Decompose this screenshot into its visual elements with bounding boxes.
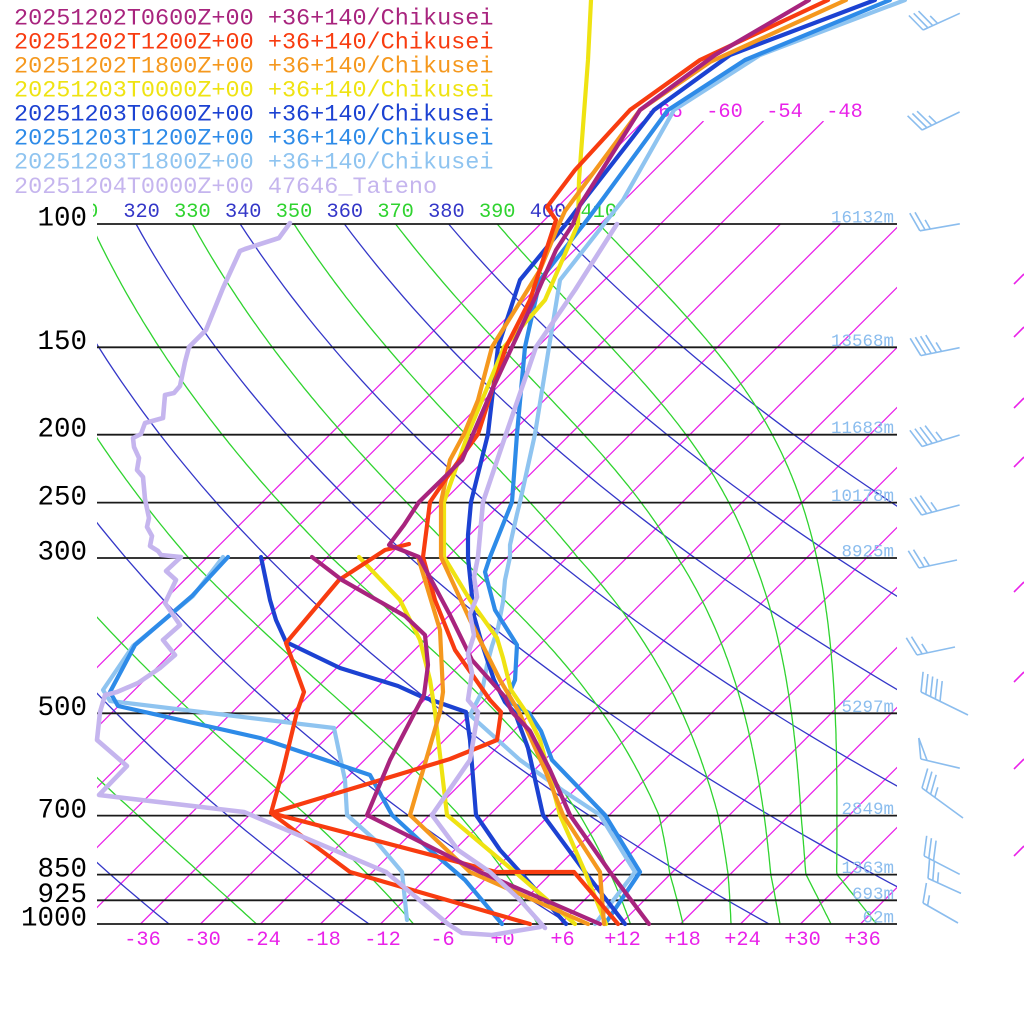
- svg-text:16132m: 16132m: [831, 209, 894, 229]
- svg-text:+18: +18: [664, 929, 701, 952]
- svg-text:300: 300: [37, 538, 87, 569]
- svg-text:370: 370: [377, 201, 414, 224]
- svg-text:+30: +30: [784, 929, 821, 952]
- svg-text:20251202T1200Z+00 +36+140/Chik: 20251202T1200Z+00 +36+140/Chikusei: [14, 30, 493, 57]
- svg-text:+36: +36: [844, 929, 881, 952]
- svg-text:-30: -30: [184, 929, 221, 952]
- svg-text:340: 340: [225, 201, 262, 224]
- svg-text:-24: -24: [244, 929, 281, 952]
- svg-text:20251203T0600Z+00 +36+140/Chik: 20251203T0600Z+00 +36+140/Chikusei: [14, 102, 493, 129]
- svg-text:320: 320: [123, 201, 160, 224]
- svg-text:380: 380: [428, 201, 465, 224]
- svg-text:+12: +12: [604, 929, 641, 952]
- svg-text:20251203T1200Z+00 +36+140/Chik: 20251203T1200Z+00 +36+140/Chikusei: [14, 126, 493, 153]
- svg-text:+6: +6: [550, 929, 574, 952]
- svg-text:62m: 62m: [862, 909, 894, 929]
- svg-text:11683m: 11683m: [831, 419, 894, 439]
- svg-text:-12: -12: [364, 929, 401, 952]
- svg-text:-18: -18: [304, 929, 341, 952]
- svg-text:+24: +24: [724, 929, 761, 952]
- svg-text:20251203T1800Z+00 +36+140/Chik: 20251203T1800Z+00 +36+140/Chikusei: [14, 150, 493, 177]
- svg-text:20251204T0000Z+00 47646_Tateno: 20251204T0000Z+00 47646_Tateno: [14, 174, 437, 201]
- svg-text:20251202T0600Z+00 +36+140/Chik: 20251202T0600Z+00 +36+140/Chikusei: [14, 5, 493, 32]
- svg-text:-48: -48: [826, 101, 863, 124]
- svg-text:700: 700: [37, 795, 87, 826]
- svg-text:10178m: 10178m: [831, 487, 894, 507]
- svg-text:2849m: 2849m: [841, 800, 894, 820]
- svg-text:350: 350: [276, 201, 313, 224]
- svg-text:250: 250: [37, 482, 87, 513]
- svg-text:20251202T1800Z+00 +36+140/Chik: 20251202T1800Z+00 +36+140/Chikusei: [14, 54, 493, 81]
- svg-text:100: 100: [37, 204, 87, 235]
- svg-text:5297m: 5297m: [841, 698, 894, 718]
- svg-text:150: 150: [37, 327, 87, 358]
- svg-text:20251203T0000Z+00 +36+140/Chik: 20251203T0000Z+00 +36+140/Chikusei: [14, 78, 493, 105]
- svg-text:1000: 1000: [21, 904, 87, 935]
- svg-text:-6: -6: [430, 929, 454, 952]
- svg-text:693m: 693m: [852, 885, 894, 905]
- svg-text:500: 500: [37, 693, 87, 724]
- svg-text:330: 330: [174, 201, 211, 224]
- svg-text:360: 360: [327, 201, 364, 224]
- svg-text:13568m: 13568m: [831, 332, 894, 352]
- svg-text:200: 200: [37, 414, 87, 445]
- svg-text:-60: -60: [706, 101, 743, 124]
- svg-text:-36: -36: [124, 929, 161, 952]
- svg-text:1363m: 1363m: [841, 859, 894, 879]
- svg-text:390: 390: [479, 201, 516, 224]
- svg-text:-54: -54: [766, 101, 803, 124]
- svg-text:8925m: 8925m: [841, 543, 894, 563]
